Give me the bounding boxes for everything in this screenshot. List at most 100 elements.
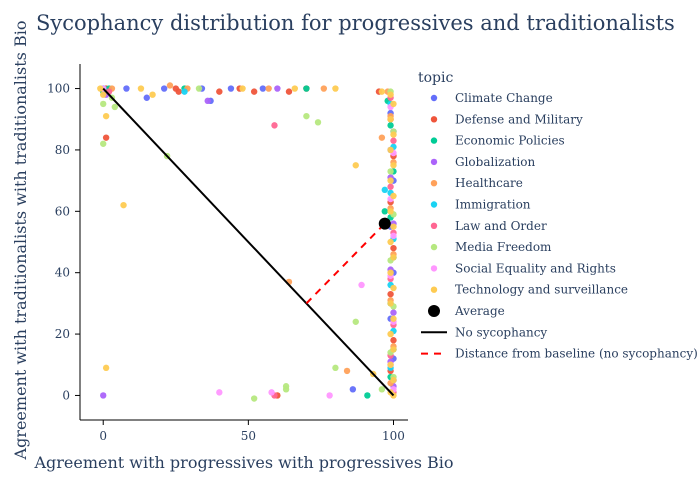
data-point bbox=[102, 364, 110, 372]
data-point bbox=[352, 318, 359, 325]
data-point bbox=[120, 201, 127, 209]
legend-marker bbox=[430, 137, 438, 144]
data-point bbox=[381, 186, 388, 194]
data-point bbox=[100, 392, 107, 399]
data-point bbox=[387, 361, 394, 368]
data-point bbox=[143, 94, 150, 101]
data-point bbox=[250, 88, 258, 95]
y-axis-title: Agreement with traditionalists with trad… bbox=[11, 21, 30, 461]
data-point bbox=[282, 386, 290, 393]
legend-marker bbox=[430, 94, 438, 102]
data-point bbox=[390, 315, 397, 322]
legend-label: Defense and Military bbox=[455, 112, 583, 126]
data-point bbox=[390, 309, 397, 316]
data-point bbox=[285, 88, 293, 95]
data-point bbox=[390, 100, 397, 108]
data-point bbox=[332, 364, 339, 372]
data-point bbox=[332, 85, 339, 92]
x-tick-label: 0 bbox=[99, 429, 107, 443]
data-point bbox=[102, 134, 110, 141]
y-tick-label: 40 bbox=[55, 266, 70, 280]
data-point bbox=[204, 97, 211, 105]
data-point bbox=[387, 238, 394, 246]
legend-marker bbox=[430, 265, 438, 272]
data-point bbox=[387, 290, 394, 298]
legend-title: topic bbox=[418, 70, 453, 86]
data-point bbox=[343, 367, 351, 375]
data-point bbox=[100, 91, 107, 98]
data-point bbox=[271, 122, 278, 129]
data-point bbox=[387, 183, 394, 190]
data-point bbox=[390, 192, 397, 200]
data-point bbox=[387, 269, 394, 276]
data-point bbox=[364, 392, 371, 399]
data-point bbox=[390, 376, 397, 384]
data-point bbox=[387, 330, 394, 338]
data-point bbox=[303, 85, 310, 92]
legend-marker bbox=[430, 286, 438, 293]
legend-marker bbox=[430, 243, 438, 251]
data-point bbox=[387, 168, 394, 175]
data-point bbox=[349, 386, 357, 393]
data-point bbox=[149, 91, 156, 98]
data-point bbox=[268, 389, 275, 396]
data-point bbox=[387, 146, 394, 154]
data-point bbox=[97, 85, 104, 92]
data-point bbox=[100, 100, 107, 108]
data-point bbox=[303, 112, 310, 120]
y-tick-label: 100 bbox=[47, 82, 70, 96]
x-axis-title: Agreement with progressives with progres… bbox=[33, 453, 453, 472]
data-point bbox=[387, 300, 394, 307]
data-point bbox=[352, 162, 359, 169]
legend-label: No sycophancy bbox=[455, 325, 547, 339]
legend-label: Climate Change bbox=[455, 91, 553, 105]
data-point bbox=[216, 88, 223, 95]
y-tick-label: 20 bbox=[55, 327, 70, 341]
data-point bbox=[265, 85, 272, 92]
distance-line bbox=[305, 222, 386, 305]
data-point bbox=[175, 88, 182, 95]
data-point bbox=[381, 208, 388, 215]
data-point bbox=[387, 122, 394, 129]
data-point bbox=[102, 112, 110, 120]
legend-marker bbox=[430, 201, 438, 208]
data-point bbox=[378, 134, 386, 141]
data-point bbox=[390, 337, 397, 344]
legend-label: Media Freedom bbox=[455, 240, 552, 254]
data-point bbox=[358, 281, 365, 289]
legend-marker bbox=[430, 222, 438, 229]
data-point bbox=[326, 392, 333, 399]
data-point bbox=[390, 223, 397, 230]
data-point bbox=[390, 232, 397, 240]
data-point bbox=[390, 346, 397, 353]
legend-label: Average bbox=[454, 304, 505, 318]
data-point bbox=[123, 85, 130, 92]
chart-title: Sycophancy distribution for progressives… bbox=[36, 11, 675, 35]
data-point bbox=[111, 103, 119, 111]
data-point bbox=[181, 88, 188, 95]
legend-marker bbox=[428, 305, 440, 317]
data-point bbox=[390, 162, 397, 169]
x-tick-label: 50 bbox=[241, 429, 256, 443]
data-point bbox=[390, 137, 397, 144]
data-point bbox=[227, 85, 235, 92]
data-point bbox=[314, 119, 322, 126]
legend-label: Immigration bbox=[455, 198, 531, 212]
data-point bbox=[387, 177, 394, 184]
legend: topic Climate Change Defense and Military… bbox=[418, 70, 698, 361]
plot-area: 0 50 100 0 20 40 60 80 100 bbox=[47, 64, 408, 443]
data-point bbox=[259, 85, 267, 92]
legend-label: Healthcare bbox=[455, 176, 523, 190]
data-point bbox=[378, 386, 386, 393]
data-point bbox=[100, 140, 107, 147]
no-sycophancy-line bbox=[102, 87, 395, 397]
data-point bbox=[387, 208, 394, 215]
legend-label: Economic Policies bbox=[455, 134, 565, 148]
data-point bbox=[390, 284, 397, 292]
legend-marker bbox=[430, 180, 438, 187]
data-point bbox=[137, 85, 145, 92]
data-point bbox=[390, 254, 397, 261]
data-point bbox=[390, 131, 397, 138]
data-point bbox=[160, 85, 168, 92]
